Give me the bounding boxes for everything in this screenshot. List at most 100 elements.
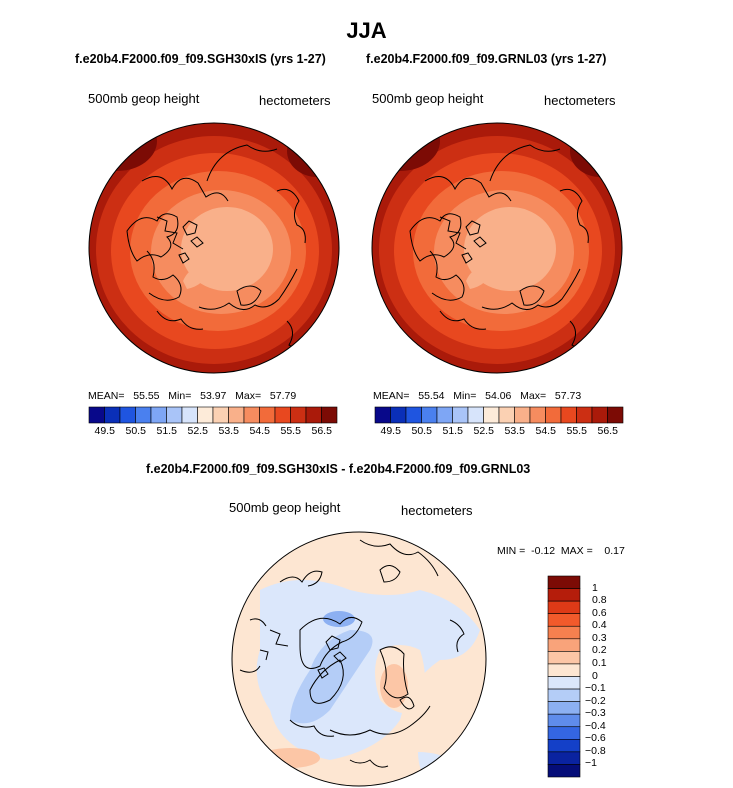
- panel1-colorbar-box: [150, 406, 167, 424]
- panel2-stats: MEAN= 55.54 Min= 54.06 Max= 57.73: [373, 390, 581, 402]
- panel2-colorbar-tick-label: 50.5: [411, 425, 432, 437]
- panel1-colorbar-box: [88, 406, 105, 424]
- panel2-colorbar-box: [576, 406, 593, 424]
- panel2-colorbar-labels: 49.5 50.5 51.5 52.5 53.5 54.5 55.5 56.5: [375, 425, 623, 439]
- panel1-colorbar-labels: 49.5 50.5 51.5 52.5 53.5 54.5 55.5 56.5: [89, 425, 337, 439]
- diff-run-title: f.e20b4.F2000.f09_f09.SGH30xIS - f.e20b4…: [146, 462, 531, 476]
- panel2-colorbar-box: [452, 406, 469, 424]
- panel1-max-label: Max=: [235, 390, 262, 402]
- diff-min-value: -0.12: [531, 545, 556, 557]
- panel1-min-value: 53.97: [200, 390, 227, 402]
- panel2-colorbar-box: [374, 406, 391, 424]
- panel1-colorbar-box: [181, 406, 198, 424]
- panel2-colorbar-tick-label: 51.5: [442, 425, 463, 437]
- diff-variable-label: 500mb geop height: [229, 500, 341, 515]
- panel1-colorbar-box: [212, 406, 229, 424]
- panel1-polar-map: [88, 122, 340, 374]
- panel1-max-value: 57.79: [269, 390, 297, 402]
- diff-colorbar-box: [547, 676, 581, 690]
- panel2-colorbar-tick-label: 53.5: [504, 425, 525, 437]
- panel2-colorbar-tick-label: 54.5: [535, 425, 556, 437]
- diff-colorbar-tick-label: −0.4: [585, 719, 606, 732]
- diff-colorbar-box: [547, 651, 581, 665]
- panel1-colorbar-box: [104, 406, 121, 424]
- diff-max-value: 0.17: [604, 545, 625, 557]
- diff-colorbar-tick-label: 0.3: [592, 631, 607, 644]
- panel1-colorbar-tick-label: 50.5: [125, 425, 146, 437]
- main-title: JJA: [346, 18, 387, 43]
- panel1-colorbar-box: [228, 406, 245, 424]
- diff-colorbar-box: [547, 625, 581, 640]
- panel1-colorbar-tick-label: 52.5: [187, 425, 208, 437]
- panel1-colorbar-box: [119, 406, 136, 424]
- panel1-mean-label: MEAN=: [88, 390, 125, 402]
- panel2-colorbar-box: [436, 406, 453, 424]
- diff-max-label: MAX =: [560, 545, 593, 557]
- diff-colorbar-tick-label: 0.2: [592, 644, 607, 657]
- diff-colorbar-tick-label: −0.6: [585, 732, 606, 745]
- panel2-colorbar-box: [560, 406, 577, 424]
- diff-colorbar-box: [547, 764, 581, 778]
- panel2-units-label: hectometers: [544, 93, 616, 108]
- panel2-colorbar: [374, 406, 624, 424]
- panel2-colorbar-tick-label: 52.5: [473, 425, 494, 437]
- panel1-colorbar-box: [259, 406, 276, 424]
- diff-colorbar-tick-label: 1: [592, 581, 598, 594]
- diff-colorbar-tick-label: −0.3: [585, 707, 606, 720]
- panel2-colorbar-box: [607, 406, 624, 424]
- panel2-polar-map: [371, 122, 623, 374]
- diff-colorbar-tick-label: 0: [592, 669, 598, 682]
- diff-colorbar-tick-label: −0.1: [585, 682, 606, 695]
- panel2-colorbar-box: [405, 406, 422, 424]
- diff-colorbar-box: [547, 613, 581, 627]
- diff-colorbar-box: [547, 688, 581, 702]
- panel2-colorbar-box: [591, 406, 608, 424]
- panel1-mean-value: 55.55: [133, 390, 160, 402]
- panel2-max-label: Max=: [520, 390, 547, 402]
- panel1-colorbar-box: [305, 406, 322, 424]
- diff-colorbar-tick-label: −1: [585, 757, 597, 770]
- panel2-colorbar-box: [467, 406, 484, 424]
- diff-colorbar-box: [547, 751, 581, 765]
- panel2-colorbar-box: [545, 406, 562, 424]
- panel2-colorbar-box: [498, 406, 515, 424]
- diff-colorbar: [547, 575, 581, 778]
- diff-colorbar-box: [547, 663, 581, 677]
- diff-colorbar-box: [547, 588, 581, 602]
- panel1-colorbar-tick-label: 56.5: [311, 425, 332, 437]
- panel2-variable-label: 500mb geop height: [372, 91, 484, 106]
- panel1-colorbar-tick-label: 49.5: [94, 425, 115, 437]
- diff-polar-map: [231, 531, 487, 787]
- panel2-min-label: Min=: [453, 390, 477, 402]
- panel1-colorbar-box: [197, 406, 214, 424]
- panel1-colorbar-box: [243, 406, 260, 424]
- panel1-colorbar-box: [274, 406, 291, 424]
- panel2-colorbar-box: [390, 406, 407, 424]
- panel2-colorbar-box: [483, 406, 500, 424]
- panel2-min-value: 54.06: [485, 390, 512, 402]
- panel2-colorbar-box: [529, 406, 546, 424]
- diff-colorbar-tick-label: 0.6: [592, 606, 607, 619]
- panel2-colorbar-box: [421, 406, 438, 424]
- panel1-run-title: f.e20b4.F2000.f09_f09.SGH30xIS (yrs 1-27…: [75, 52, 326, 66]
- diff-stats: MIN = -0.12 MAX = 0.17: [497, 545, 625, 557]
- panel2-max-value: 57.73: [554, 390, 582, 402]
- panel2-mean-label: MEAN=: [373, 390, 410, 402]
- panel2-mean-value: 55.54: [418, 390, 445, 402]
- diff-colorbar-box: [547, 739, 581, 753]
- diff-colorbar-box: [547, 701, 581, 715]
- diff-colorbar-box: [547, 575, 581, 589]
- diff-colorbar-box: [547, 713, 581, 728]
- panel1-colorbar-box: [135, 406, 152, 424]
- panel1-colorbar-box: [166, 406, 183, 424]
- panel1-stats: MEAN= 55.55 Min= 53.97 Max= 57.79: [88, 390, 296, 402]
- diff-colorbar-tick-label: −0.2: [585, 694, 606, 707]
- diff-colorbar-labels: 1 0.8 0.6 0.4 0.3 0.2 0.1 0 −0.1 −0.2 −0.3 −0.4 −0.6…: [585, 576, 635, 777]
- diff-units-label: hectometers: [401, 503, 473, 518]
- panel2-colorbar-tick-label: 49.5: [380, 425, 401, 437]
- panel1-colorbar-tick-label: 54.5: [249, 425, 270, 437]
- diff-colorbar-box: [547, 726, 581, 740]
- panel1-colorbar: [88, 406, 338, 424]
- panel1-min-label: Min=: [168, 390, 192, 402]
- diff-colorbar-tick-label: 0.1: [592, 656, 607, 669]
